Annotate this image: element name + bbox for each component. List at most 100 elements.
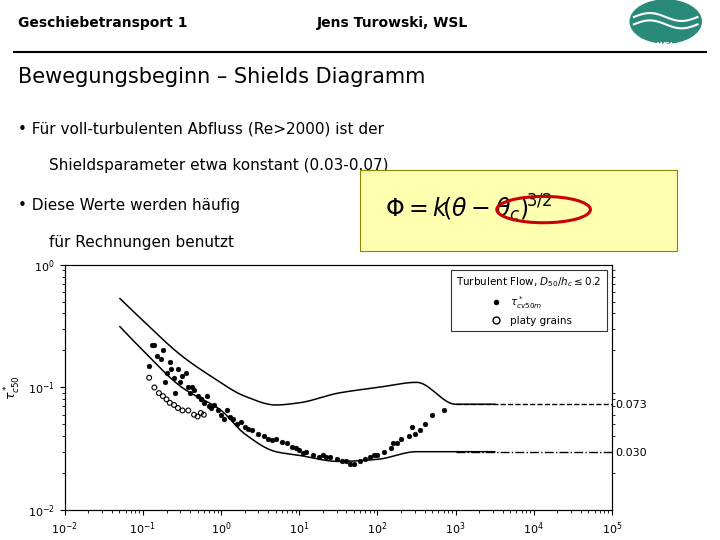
FancyBboxPatch shape <box>360 170 677 251</box>
Point <box>297 449 308 458</box>
Point <box>148 341 160 350</box>
Point <box>414 426 426 434</box>
Point <box>212 406 223 415</box>
Point <box>172 365 184 374</box>
Point <box>294 446 305 454</box>
Point <box>359 455 371 464</box>
Point <box>378 447 390 456</box>
Point <box>170 389 181 397</box>
Legend: $\tau^*_{cv50m}$, platy grains: $\tau^*_{cv50m}$, platy grains <box>451 270 607 331</box>
Point <box>161 395 172 404</box>
Point <box>407 422 418 431</box>
Point <box>368 451 379 460</box>
Point <box>341 457 352 465</box>
Point <box>195 409 207 417</box>
Point <box>313 453 325 462</box>
Point <box>317 451 328 460</box>
Point <box>266 436 278 445</box>
Point <box>203 402 215 411</box>
Point <box>276 437 288 446</box>
Point <box>183 406 194 415</box>
Point <box>225 412 236 421</box>
Point <box>402 432 414 441</box>
Point <box>438 406 449 415</box>
Text: • Diese Werte werden häufig: • Diese Werte werden häufig <box>18 198 240 213</box>
Point <box>282 439 293 448</box>
Point <box>166 365 177 374</box>
Text: $\Phi = k\!\left(\theta - \theta_c\right)^{\!3/2}$: $\Phi = k\!\left(\theta - \theta_c\right… <box>385 193 553 224</box>
Point <box>176 371 188 380</box>
Point <box>172 404 184 413</box>
Point <box>348 460 360 468</box>
Point <box>290 444 302 453</box>
Point <box>246 426 258 434</box>
Point <box>198 410 210 419</box>
Circle shape <box>630 0 701 43</box>
Y-axis label: $\tau^*_{c50}$: $\tau^*_{c50}$ <box>2 375 22 400</box>
Point <box>258 432 269 441</box>
Point <box>198 399 210 407</box>
Point <box>208 401 220 409</box>
Point <box>143 373 155 382</box>
Point <box>161 369 172 378</box>
Point <box>153 389 165 397</box>
Point <box>307 451 319 460</box>
Point <box>364 453 376 462</box>
Point <box>395 435 407 443</box>
Point <box>270 435 282 443</box>
Point <box>222 406 233 415</box>
Text: Geschiebetransport 1: Geschiebetransport 1 <box>18 16 187 30</box>
Point <box>263 435 274 443</box>
Point <box>148 383 160 392</box>
Point <box>354 457 366 465</box>
Point <box>345 460 356 468</box>
Point <box>325 453 336 462</box>
Point <box>156 355 167 363</box>
Text: WSL: WSL <box>657 42 675 51</box>
Point <box>320 453 332 462</box>
Text: für Rechnungen benutzt: für Rechnungen benutzt <box>49 235 234 250</box>
Point <box>164 399 176 407</box>
Point <box>195 395 207 404</box>
Point <box>159 378 171 387</box>
Point <box>168 401 180 409</box>
Text: Jens Turowski, WSL: Jens Turowski, WSL <box>317 16 468 30</box>
Point <box>372 451 383 460</box>
Point <box>146 341 158 350</box>
Point <box>242 424 253 433</box>
Text: Shieldsparameter etwa konstant (0.03-0.07): Shieldsparameter etwa konstant (0.03-0.0… <box>49 158 389 173</box>
Point <box>286 442 297 451</box>
Point <box>164 358 176 367</box>
Point <box>387 439 399 448</box>
Point <box>168 373 180 382</box>
Point <box>385 444 397 453</box>
Point <box>192 392 203 401</box>
Point <box>392 439 403 448</box>
Point <box>180 369 192 378</box>
Point <box>227 415 238 424</box>
Point <box>188 410 199 419</box>
Point <box>188 386 199 395</box>
Point <box>409 429 420 438</box>
Point <box>300 447 311 456</box>
Point <box>336 457 348 465</box>
Point <box>143 361 155 370</box>
Point <box>219 415 230 424</box>
Point <box>184 389 196 397</box>
Point <box>192 412 203 421</box>
Point <box>151 352 163 360</box>
Point <box>195 395 207 404</box>
Text: • Für voll-turbulenten Abfluss (Re>2000) ist der: • Für voll-turbulenten Abfluss (Re>2000)… <box>18 122 384 137</box>
Text: Bewegungsbeginn – Shields Diagramm: Bewegungsbeginn – Shields Diagramm <box>18 67 426 87</box>
Point <box>186 383 197 392</box>
Point <box>183 383 194 392</box>
Point <box>215 410 227 419</box>
Point <box>157 392 168 401</box>
Point <box>176 406 188 415</box>
Point <box>331 455 343 464</box>
Point <box>253 429 264 438</box>
Point <box>206 404 217 413</box>
Point <box>419 420 431 429</box>
Point <box>231 420 243 429</box>
Point <box>235 418 247 427</box>
